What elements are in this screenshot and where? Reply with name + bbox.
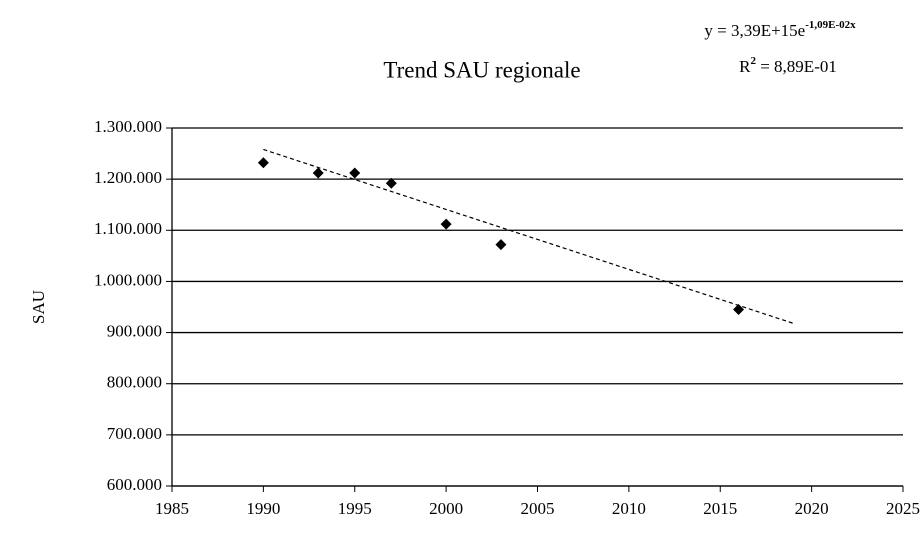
point — [349, 167, 361, 179]
x-tick-label: 1995 — [338, 499, 372, 518]
x-tick-label: 2015 — [703, 499, 737, 518]
equation-base: y = 3,39E+15e — [704, 21, 805, 40]
y-tick-label: 1.100.000 — [94, 219, 162, 238]
x-tick-label: 2010 — [612, 499, 646, 518]
point — [733, 304, 745, 316]
x-tick-label: 1990 — [246, 499, 280, 518]
point — [495, 239, 507, 251]
r2-rest: = 8,89E-01 — [756, 57, 837, 76]
x-tick-label: 2000 — [429, 499, 463, 518]
y-tick-label: 700.000 — [107, 424, 162, 443]
y-axis-label: SAU — [29, 290, 48, 324]
y-tick-label: 600.000 — [107, 475, 162, 494]
r2-exponent: 2 — [750, 55, 756, 67]
equation-exponent: -1,09E-02x — [805, 19, 856, 31]
x-tick-label: 2025 — [886, 499, 920, 518]
point — [312, 167, 324, 179]
y-tick-label: 900.000 — [107, 321, 162, 340]
x-tick-label: 1985 — [155, 499, 189, 518]
trendline — [263, 148, 794, 324]
r-squared: R2 = 8,89E-01 — [739, 55, 837, 76]
chart-title: Trend SAU regionale — [383, 57, 580, 82]
y-tick-label: 800.000 — [107, 373, 162, 392]
x-tick-label: 2020 — [795, 499, 829, 518]
point — [257, 157, 269, 169]
point — [440, 218, 452, 230]
r2-base: R — [739, 57, 751, 76]
trend-equation: y = 3,39E+15e-1,09E-02x — [704, 19, 856, 40]
point — [385, 177, 397, 189]
y-tick-label: 1.200.000 — [94, 168, 162, 187]
y-tick-label: 1.000.000 — [94, 270, 162, 289]
x-tick-label: 2005 — [521, 499, 555, 518]
y-tick-label: 1.300.000 — [94, 117, 162, 136]
